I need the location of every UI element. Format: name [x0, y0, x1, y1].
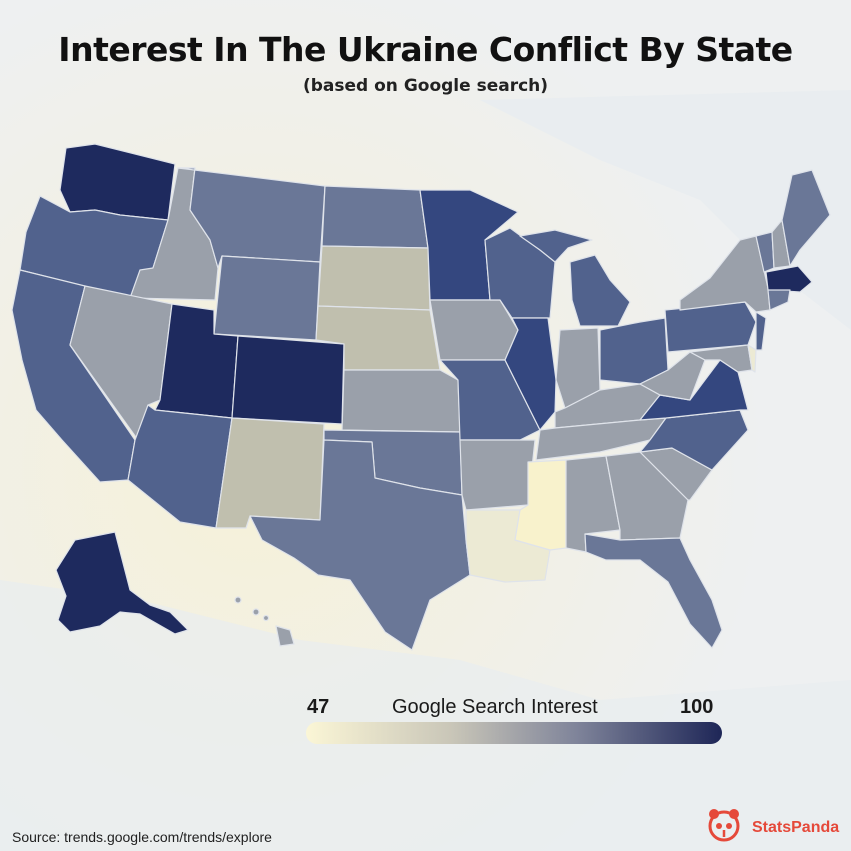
state-texas[interactable]	[249, 439, 471, 651]
state-michigan[interactable]	[519, 229, 631, 327]
state-kansas[interactable]	[341, 369, 461, 433]
state-new-jersey[interactable]	[755, 311, 767, 351]
state-washington[interactable]	[59, 143, 176, 221]
legend-max-label: 100	[680, 696, 714, 718]
source-text: Source: trends.google.com/trends/explore	[12, 829, 272, 845]
legend-min-label: 47	[307, 696, 330, 718]
legend-title: Google Search Interest	[392, 696, 598, 718]
state-new-mexico[interactable]	[215, 417, 325, 529]
state-hawaii[interactable]	[275, 625, 295, 647]
state-pennsylvania[interactable]	[664, 301, 757, 353]
page-subtitle: (based on Google search)	[302, 76, 549, 96]
state-ohio[interactable]	[599, 317, 669, 385]
state-colorado[interactable]	[231, 335, 345, 425]
panda-icon	[708, 809, 740, 842]
state-south-dakota[interactable]	[317, 245, 431, 311]
state-maine[interactable]	[781, 169, 831, 267]
state-connecticut[interactable]	[767, 289, 791, 311]
state-alaska[interactable]	[55, 531, 189, 635]
page-title: Interest In The Ukraine Conflict By Stat…	[58, 30, 793, 69]
brand-name: StatsPanda	[752, 819, 840, 836]
state-wisconsin[interactable]	[484, 227, 556, 319]
state-new-york[interactable]	[679, 235, 771, 313]
state-north-dakota[interactable]	[321, 185, 429, 249]
state-delaware[interactable]	[747, 344, 757, 373]
state-arkansas[interactable]	[459, 439, 536, 511]
state-arizona[interactable]	[127, 404, 233, 529]
state-wyoming[interactable]	[213, 255, 321, 341]
state-massachusetts[interactable]	[765, 265, 813, 293]
state-florida[interactable]	[584, 533, 723, 649]
legend-color-scale	[306, 722, 722, 744]
state-iowa[interactable]	[429, 299, 519, 361]
